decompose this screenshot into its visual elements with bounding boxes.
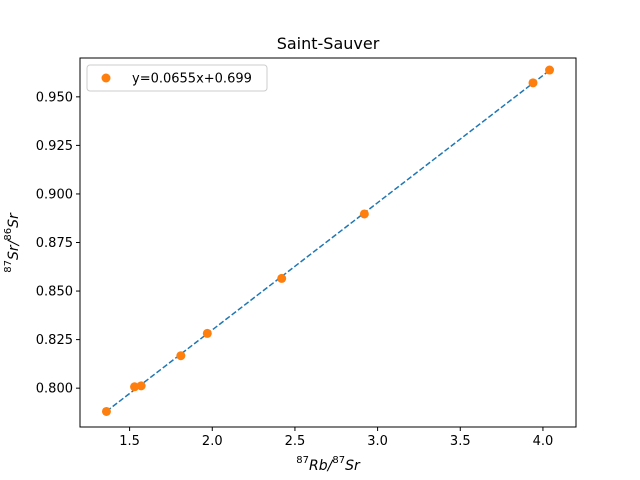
legend-label: y=0.0655x+0.699: [132, 72, 252, 87]
y-tick-label: 0.850: [36, 285, 73, 300]
data-points-layer: [101, 65, 555, 416]
fit-line-layer: [105, 69, 551, 412]
data-point: [277, 273, 287, 283]
data-point: [545, 65, 555, 75]
x-axis-label: 87Rb/87Sr: [296, 455, 361, 474]
y-tick-label: 0.900: [36, 187, 73, 202]
y-axis: 0.800 0.825 0.850 0.875 0.900 0.925 0.950: [36, 90, 80, 397]
x-tick-label: 1.5: [119, 434, 140, 449]
x-tick-label: 2.0: [202, 434, 223, 449]
data-point: [130, 382, 140, 392]
chart-title: Saint-Sauver: [277, 34, 380, 53]
data-point: [359, 209, 369, 219]
data-point: [101, 406, 111, 416]
plot-frame: [79, 57, 577, 428]
x-axis: 1.5 2.0 2.5 3.0 3.5 4.0: [119, 427, 553, 449]
legend: y=0.0655x+0.699: [86, 64, 268, 92]
data-point: [528, 78, 538, 88]
y-tick-label: 0.950: [36, 90, 73, 105]
x-tick-label: 3.5: [450, 434, 471, 449]
x-tick-label: 4.0: [533, 434, 554, 449]
y-tick-label: 0.825: [36, 333, 73, 348]
y-axis-label: 87Sr/86Sr: [3, 212, 22, 273]
data-point: [202, 328, 212, 338]
y-tick-label: 0.800: [36, 382, 73, 397]
legend-box: [86, 64, 268, 92]
y-tick-label: 0.925: [36, 139, 73, 154]
y-tick-label: 0.875: [36, 236, 73, 251]
x-tick-label: 3.0: [367, 434, 388, 449]
legend-marker: [101, 73, 111, 83]
fit-line: [105, 69, 551, 412]
data-point: [136, 381, 146, 391]
data-point: [176, 351, 186, 361]
x-tick-label: 2.5: [285, 434, 306, 449]
